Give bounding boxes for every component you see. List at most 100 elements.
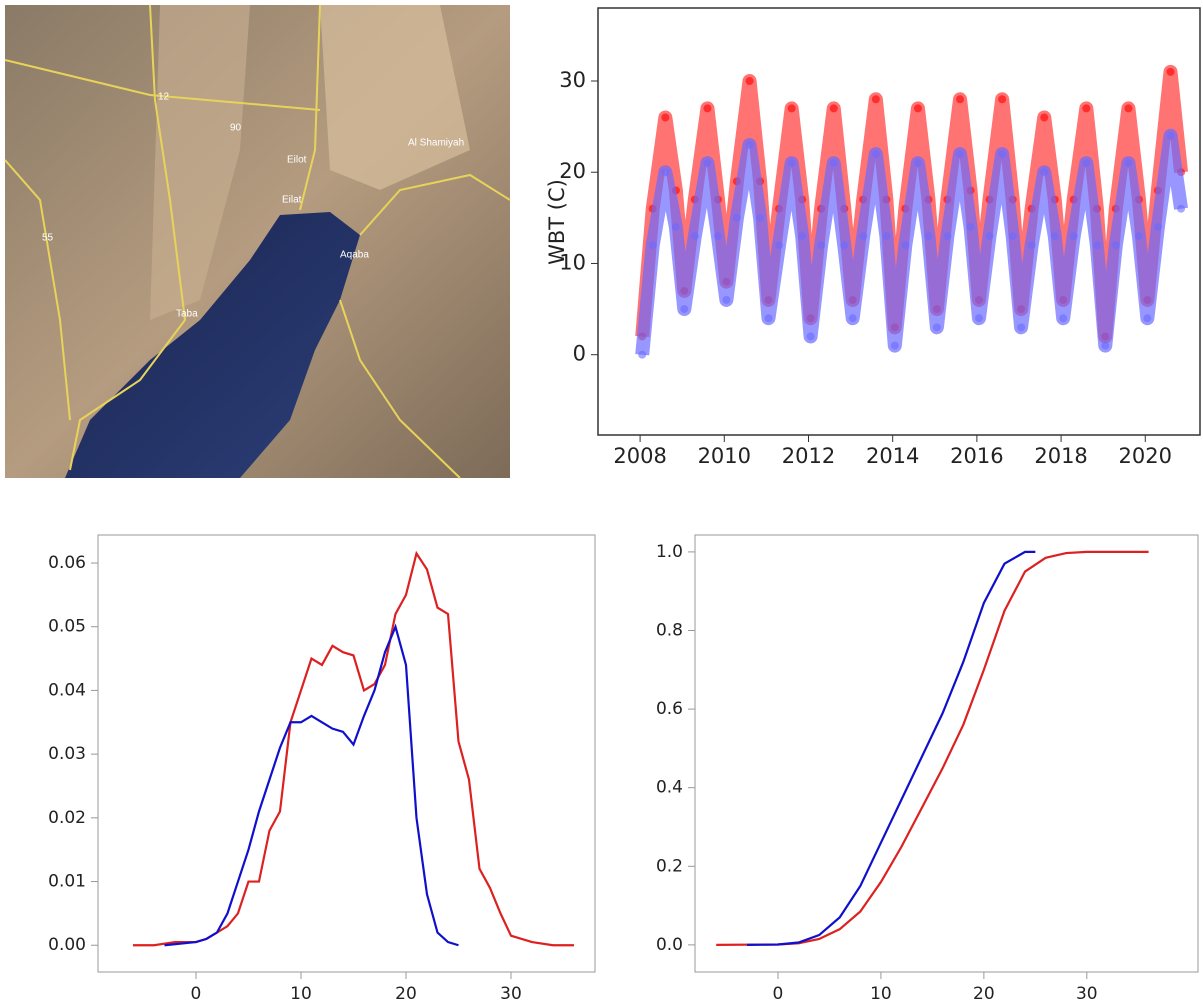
scatter-point xyxy=(882,232,891,241)
scatter-point xyxy=(798,232,807,241)
y-tick-label: 0.06 xyxy=(48,553,86,573)
scatter-point xyxy=(840,241,849,250)
scatter-point xyxy=(787,104,796,113)
scatter-point xyxy=(1153,222,1162,231)
scatter-point xyxy=(859,232,868,241)
scatter-point xyxy=(1040,113,1049,122)
map-label: 12 xyxy=(158,92,170,103)
line-series xyxy=(716,550,1149,946)
scatter-point xyxy=(1027,241,1036,250)
scatter-point xyxy=(1124,159,1133,168)
scatter-point xyxy=(1059,314,1068,323)
scatter-point xyxy=(1082,159,1091,168)
y-tick-label: 30 xyxy=(559,68,586,92)
scatter-point xyxy=(974,314,983,323)
x-tick-label: 2020 xyxy=(1119,444,1172,468)
map-label: 90 xyxy=(230,123,242,134)
scatter-point xyxy=(703,159,712,168)
scatter-point xyxy=(713,232,722,241)
scatter-point xyxy=(764,314,773,323)
scatter-point xyxy=(848,314,857,323)
scatter-point xyxy=(998,149,1007,158)
scatter-point xyxy=(1101,341,1110,350)
scatter-point xyxy=(924,232,933,241)
series-band xyxy=(635,128,1188,356)
y-tick-label: 0.0 xyxy=(656,935,683,955)
y-tick-label: 0.04 xyxy=(48,680,86,700)
map-label: 55 xyxy=(42,233,54,244)
map-label: Eilat xyxy=(282,195,302,206)
scatter-point xyxy=(671,222,680,231)
line-series xyxy=(747,550,1036,946)
y-tick-label: 0.02 xyxy=(48,808,86,828)
scatter-point xyxy=(1050,232,1059,241)
scatter-point xyxy=(1017,323,1026,332)
scatter-point xyxy=(1134,232,1143,241)
scatter-point xyxy=(932,323,941,332)
map-label: Aqaba xyxy=(340,250,369,261)
scatter-point xyxy=(817,241,826,250)
x-tick-label: 20 xyxy=(395,984,417,1003)
y-tick-label: 0.8 xyxy=(656,620,683,640)
scatter-point xyxy=(1008,232,1017,241)
scatter-point xyxy=(1177,204,1186,213)
y-tick-label: 0.01 xyxy=(48,872,86,892)
plot-frame xyxy=(97,534,596,973)
x-tick-label: 2008 xyxy=(613,444,666,468)
x-tick-label: 2010 xyxy=(698,444,751,468)
scatter-point xyxy=(1143,314,1152,323)
scatter-point xyxy=(648,241,657,250)
y-tick-label: 0.6 xyxy=(656,699,683,719)
scatter-point xyxy=(1166,131,1175,140)
x-tick-label: 2014 xyxy=(866,444,919,468)
scatter-point xyxy=(806,332,815,341)
x-tick-label: 30 xyxy=(1076,984,1098,1003)
x-tick-label: 0 xyxy=(773,984,784,1003)
scatter-point xyxy=(871,95,880,104)
y-tick-label: 0.03 xyxy=(48,744,86,764)
scatter-point xyxy=(775,241,784,250)
x-tick-label: 2016 xyxy=(950,444,1003,468)
map-label: Taba xyxy=(176,309,198,320)
scatter-point xyxy=(871,149,880,158)
scatter-point xyxy=(966,222,975,231)
scatter-point xyxy=(690,232,699,241)
x-tick-label: 20 xyxy=(973,984,995,1003)
x-tick-label: 10 xyxy=(290,984,312,1003)
y-tick-label: 10 xyxy=(559,250,586,274)
scatter-point xyxy=(985,232,994,241)
satellite-map: Eilat Eilot Aqaba Taba Al Shamiyah 90 12… xyxy=(4,4,511,479)
y-tick-label: 0 xyxy=(573,342,586,366)
x-tick-label: 2012 xyxy=(782,444,835,468)
y-tick-label: 1.0 xyxy=(656,542,683,562)
plot-frame xyxy=(597,7,1201,436)
y-axis-label: WBT (C) xyxy=(545,179,569,265)
scatter-point xyxy=(680,305,689,314)
desert-plain xyxy=(320,5,470,190)
line-series xyxy=(132,550,574,947)
scatter-point xyxy=(745,76,754,85)
y-tick-label: 0.4 xyxy=(656,778,683,798)
scatter-point xyxy=(829,104,838,113)
x-tick-label: 10 xyxy=(870,984,892,1003)
y-tick-label: 0.05 xyxy=(48,617,86,637)
scatter-point xyxy=(1166,67,1175,76)
scatter-point xyxy=(722,295,731,304)
map-label: Al Shamiyah xyxy=(408,138,464,149)
x-tick-label: 30 xyxy=(500,984,522,1003)
scatter-point xyxy=(913,104,922,113)
scatter-point xyxy=(956,95,965,104)
x-tick-label: 2018 xyxy=(1034,444,1087,468)
scatter-point xyxy=(1124,104,1133,113)
scatter-point xyxy=(661,113,670,122)
roads xyxy=(4,4,511,479)
x-tick-label: 0 xyxy=(191,984,202,1003)
scatter-point xyxy=(745,140,754,149)
y-tick-label: 0.2 xyxy=(656,856,683,876)
scatter-point xyxy=(1092,241,1101,250)
scatter-point xyxy=(913,159,922,168)
scatter-point xyxy=(1082,104,1091,113)
sea xyxy=(65,212,360,478)
scatter-point xyxy=(1040,168,1049,177)
